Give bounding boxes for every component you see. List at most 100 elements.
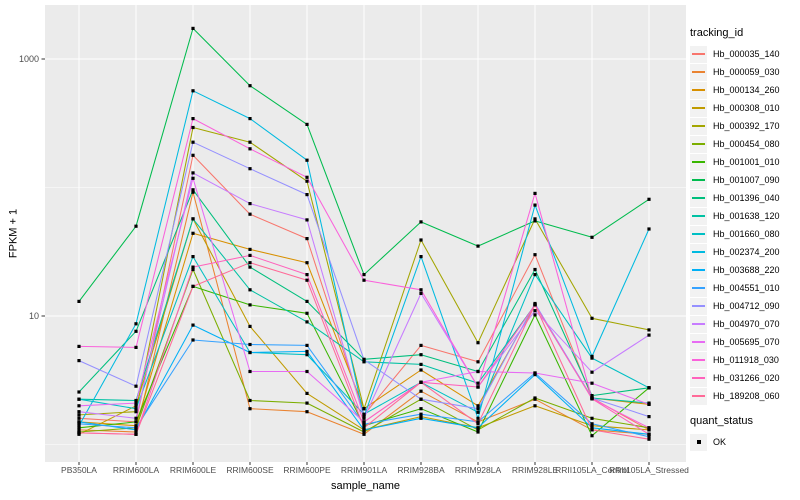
- data-point: [134, 428, 138, 432]
- legend-item: Hb_000392_170: [690, 117, 800, 135]
- data-point: [419, 343, 423, 347]
- series-color-line-icon: [692, 161, 705, 163]
- data-point: [647, 432, 651, 436]
- legend-label: Hb_002374_200: [713, 247, 780, 257]
- data-point: [191, 231, 195, 235]
- data-point: [590, 354, 594, 358]
- series-color-line-icon: [692, 179, 705, 181]
- data-point: [533, 303, 537, 307]
- legend-item: Hb_000308_010: [690, 99, 800, 117]
- data-point: [305, 343, 309, 347]
- data-point: [77, 410, 81, 414]
- legend-key-box: [690, 261, 707, 279]
- x-tick-label: RRIM600LA: [113, 465, 160, 475]
- legend-label: Hb_031266_020: [713, 373, 780, 383]
- data-point: [77, 416, 81, 420]
- legend-item: Hb_000035_140: [690, 45, 800, 63]
- legend-item: Hb_001396_040: [690, 189, 800, 207]
- legend-label: Hb_001660_080: [713, 229, 780, 239]
- data-point: [419, 353, 423, 357]
- data-point: [191, 117, 195, 121]
- data-point: [191, 89, 195, 93]
- legend-quant-status: quant_status OK: [690, 415, 800, 451]
- data-point: [476, 416, 480, 420]
- data-point: [533, 217, 537, 221]
- series-color-line-icon: [692, 125, 705, 127]
- data-point: [305, 261, 309, 265]
- data-point: [191, 176, 195, 180]
- data-point: [419, 380, 423, 384]
- data-point: [77, 428, 81, 432]
- legend-key-box: [690, 81, 707, 99]
- data-point: [305, 278, 309, 282]
- data-point: [476, 430, 480, 434]
- data-point: [191, 284, 195, 288]
- data-point: [191, 171, 195, 175]
- data-point: [305, 369, 309, 374]
- data-point: [647, 386, 651, 390]
- x-tick-label: RRIM928LE: [512, 465, 559, 475]
- data-point: [590, 434, 594, 438]
- x-tick-label: RRII105LA_Control: [555, 465, 629, 475]
- data-point: [419, 416, 423, 420]
- data-point: [191, 267, 195, 272]
- legend-key-box: [690, 153, 707, 171]
- series-color-line-icon: [692, 53, 705, 55]
- data-point: [419, 397, 423, 401]
- data-point: [476, 422, 480, 426]
- data-point: [476, 341, 480, 345]
- data-point: [362, 428, 366, 432]
- data-point: [248, 350, 252, 355]
- data-point: [533, 253, 537, 257]
- legend-label: Hb_001001_010: [713, 157, 780, 167]
- data-point: [134, 424, 138, 428]
- data-point: [419, 255, 423, 259]
- data-point: [533, 219, 537, 223]
- legend-key-box: [690, 315, 707, 333]
- x-axis-title: sample_name: [330, 480, 401, 492]
- legend-item: Hb_000134_260: [690, 81, 800, 99]
- data-point: [533, 404, 537, 408]
- series-color-line-icon: [692, 251, 705, 253]
- data-point: [419, 412, 423, 416]
- data-point: [77, 344, 81, 348]
- legend-key-box: [690, 243, 707, 261]
- data-point: [134, 430, 138, 434]
- data-point: [476, 381, 480, 385]
- data-point: [134, 329, 138, 333]
- series-color-line-icon: [692, 71, 705, 73]
- data-point: [590, 394, 594, 398]
- data-point: [191, 140, 195, 144]
- data-point: [77, 397, 81, 401]
- legend-key-box: [690, 279, 707, 297]
- data-point: [248, 303, 252, 307]
- data-point: [533, 371, 537, 375]
- data-point: [305, 218, 309, 222]
- data-point: [248, 288, 252, 292]
- data-point: [191, 153, 195, 157]
- data-point: [134, 432, 138, 436]
- data-point: [134, 322, 138, 326]
- legend-items: Hb_000035_140 Hb_000059_030 Hb_000134_260 H…: [690, 45, 800, 405]
- legend-key-box: [690, 99, 707, 117]
- legend-label: Hb_003688_220: [713, 265, 780, 275]
- legend-label: Hb_005695_070: [713, 337, 780, 347]
- data-point: [476, 369, 480, 374]
- legend-label: Hb_004712_090: [713, 301, 780, 311]
- data-point: [77, 424, 81, 428]
- data-point: [77, 359, 81, 363]
- x-tick-label: PB350LA: [61, 465, 97, 475]
- data-point: [590, 426, 594, 430]
- legend-key-box: [690, 63, 707, 81]
- legend-label: Hb_000454_080: [713, 139, 780, 149]
- legend-label: Hb_004551_010: [713, 283, 780, 293]
- data-point: [305, 299, 309, 303]
- data-point: [533, 273, 537, 277]
- data-point: [305, 391, 309, 395]
- data-point: [305, 311, 309, 315]
- data-point: [248, 140, 252, 144]
- data-point: [305, 349, 309, 353]
- data-point: [419, 291, 423, 295]
- data-point: [647, 428, 651, 432]
- series-color-line-icon: [692, 269, 705, 271]
